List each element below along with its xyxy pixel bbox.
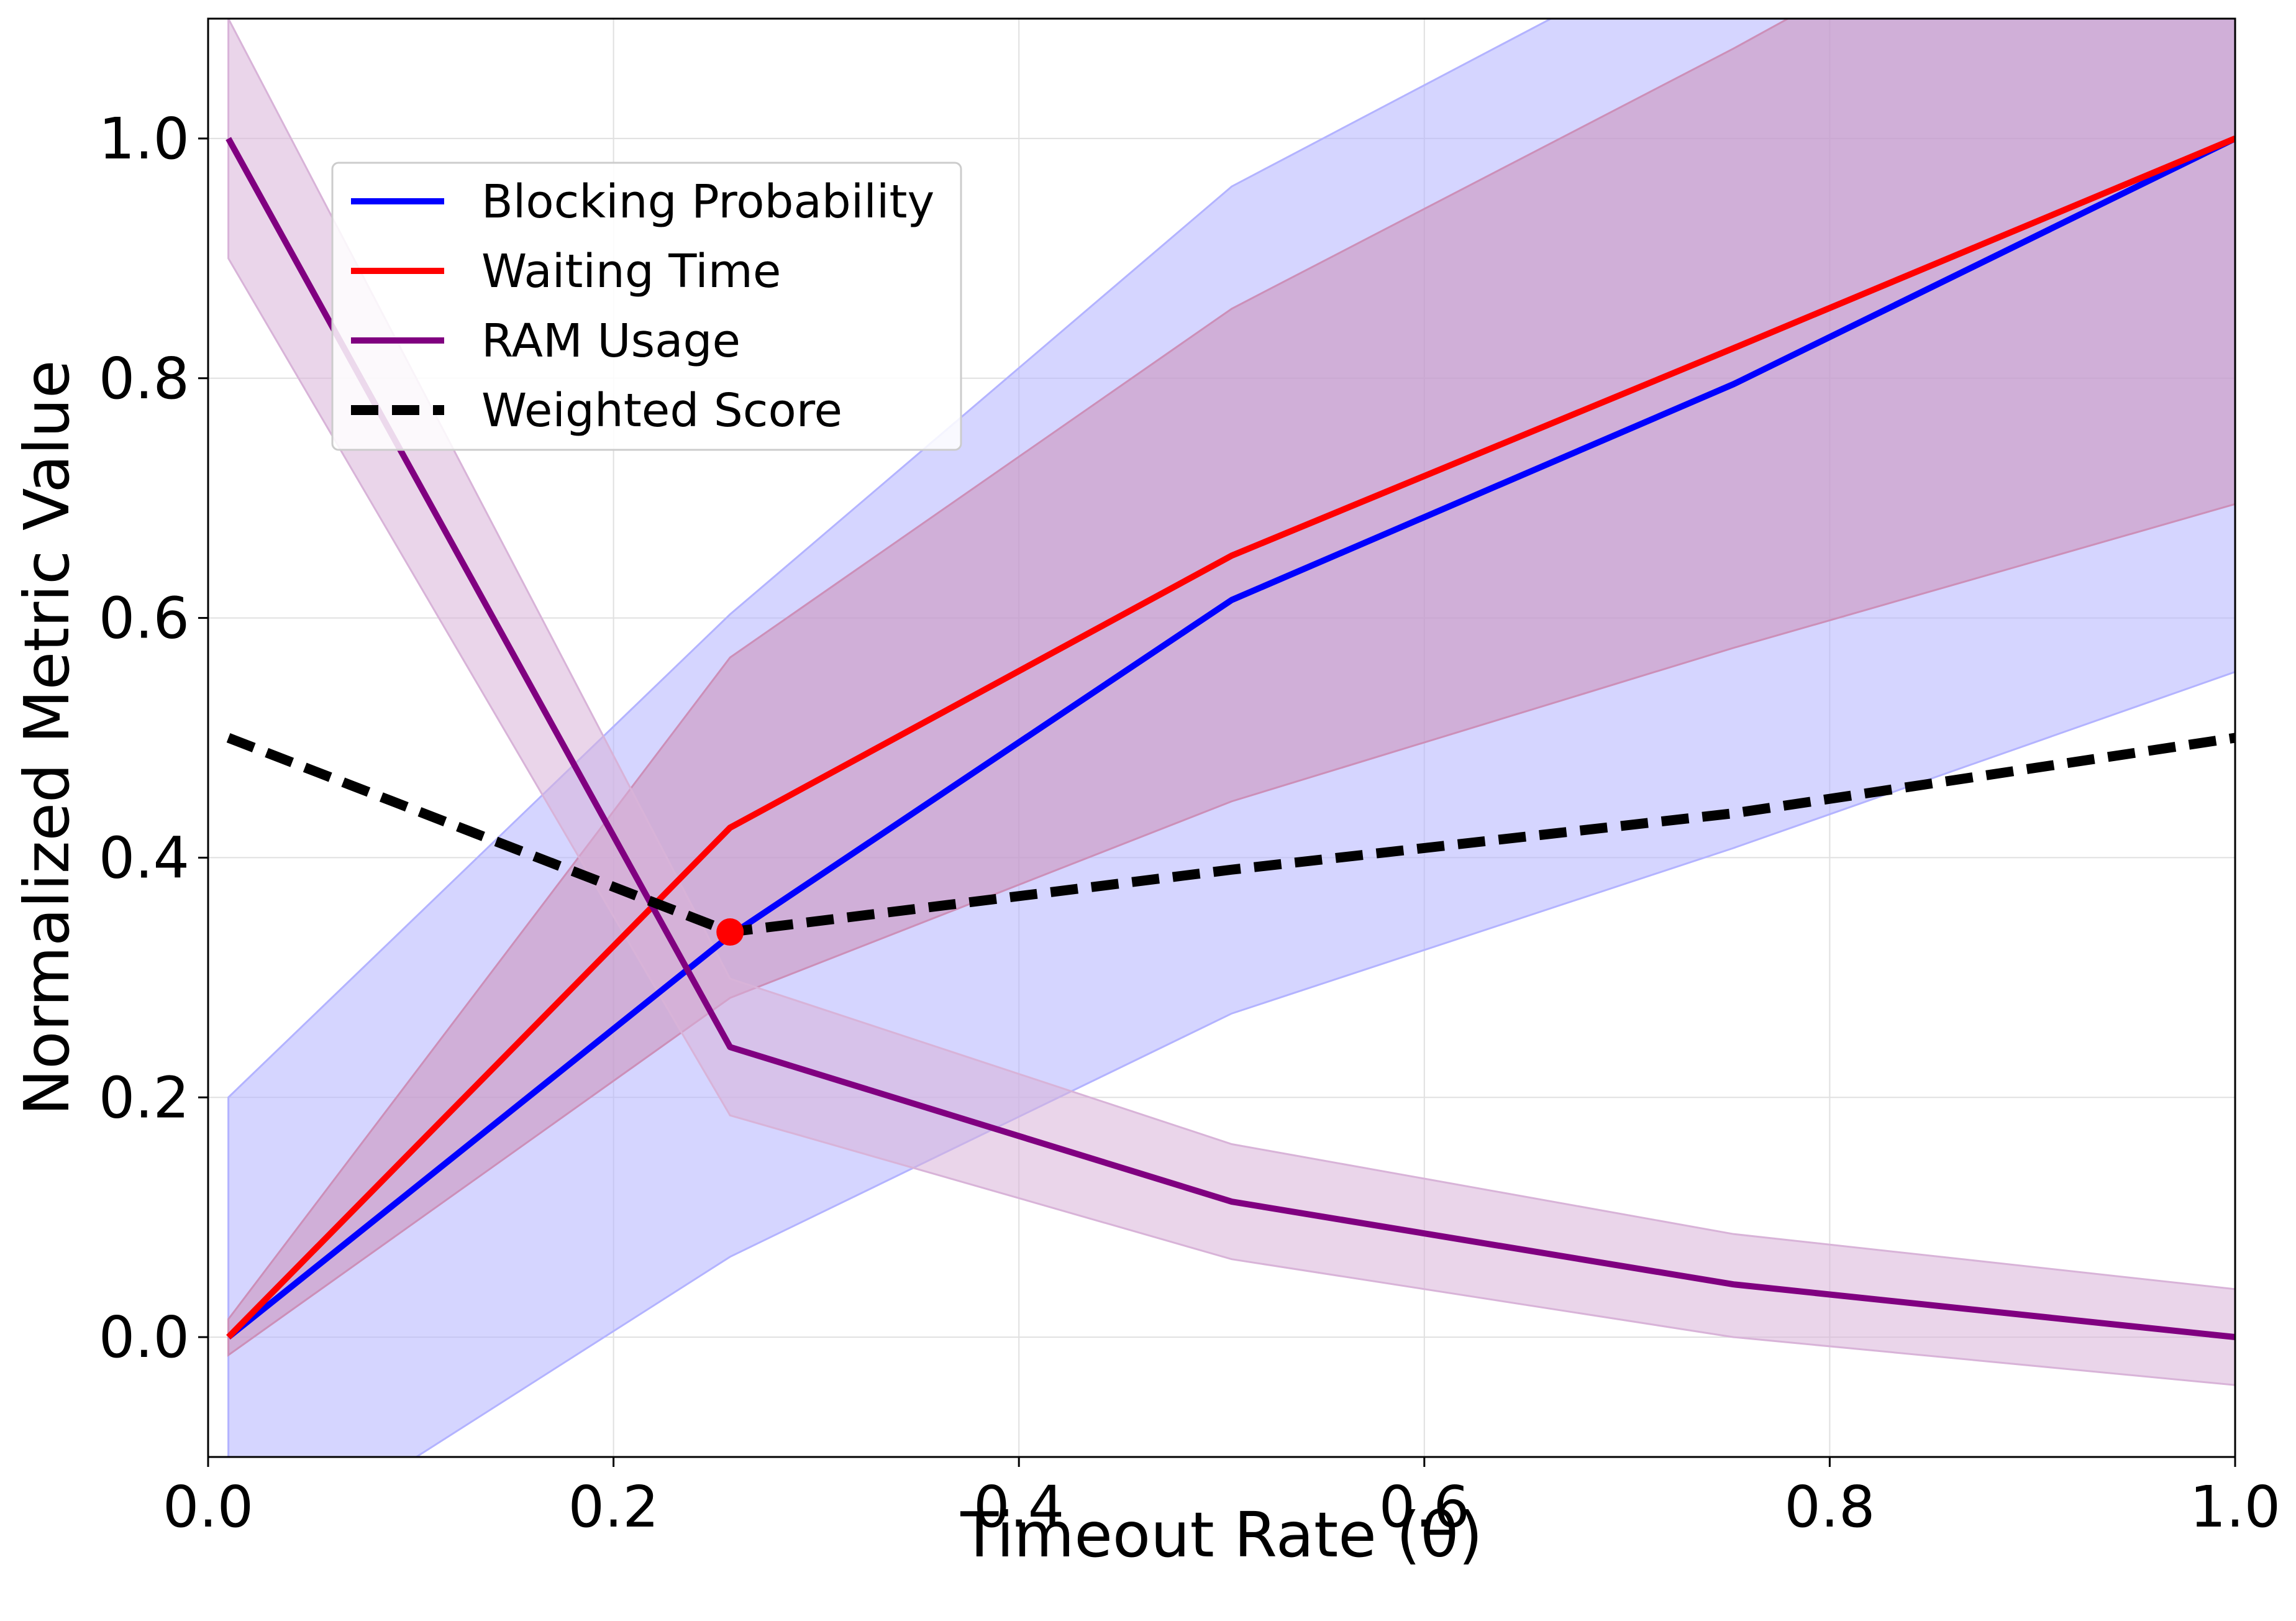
legend-label: Waiting Time: [481, 245, 781, 298]
y-tick-label: 0.0: [99, 1304, 189, 1371]
band-waiting-time: [227, 19, 2235, 1357]
line-blocking-probability: [226, 135, 2235, 1340]
plot-frame: [207, 17, 2236, 1458]
legend-label: RAM Usage: [481, 314, 740, 368]
legend: Blocking Probability Waiting Time RAM Usag…: [331, 162, 962, 451]
x-axis-label: Timeout Rate (θ): [960, 1499, 1483, 1571]
line-weighted-score: [226, 733, 2235, 938]
x-tick-label: 0.0: [163, 1474, 253, 1540]
legend-box: [331, 162, 962, 451]
series-lines: [226, 135, 2235, 1341]
x-tick-label: 0.6: [1379, 1474, 1470, 1540]
y-tick-label: 0.6: [99, 585, 189, 652]
y-tick-label: 0.8: [99, 345, 189, 412]
legend-label: Blocking Probability: [481, 175, 934, 229]
x-tick-label: 0.2: [568, 1474, 658, 1540]
legend-label: Weighted Score: [481, 384, 842, 437]
y-tick-label: 0.4: [99, 824, 189, 891]
line-waiting-time: [226, 135, 2235, 1340]
y-tick-label: 1.0: [99, 106, 189, 172]
axis-ticks: 0.0 0.2 0.4 0.6 0.8 1.0 0.0 0.2 0.4 0.6 0.8 1.0: [99, 106, 2280, 1540]
x-tick-label: 0.8: [1784, 1474, 1875, 1540]
optimum-point-marker: [716, 918, 744, 946]
line-ram-usage: [226, 137, 2235, 1341]
x-tick-label: 1.0: [2190, 1474, 2280, 1540]
y-tick-label: 0.2: [99, 1064, 189, 1131]
y-axis-label: Normalized Metric Value: [11, 360, 83, 1115]
x-tick-label: 0.4: [973, 1474, 1064, 1540]
